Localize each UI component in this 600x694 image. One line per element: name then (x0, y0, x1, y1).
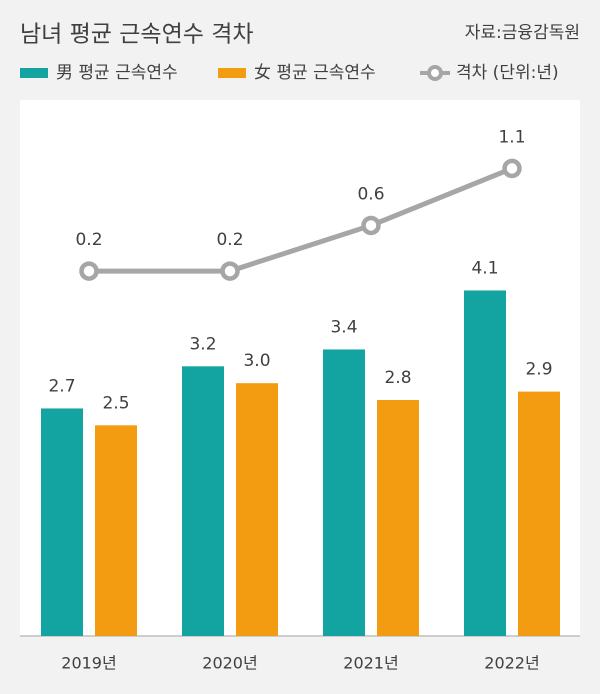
x-tick-label: 2020년 (202, 654, 257, 673)
x-tick-label: 2019년 (61, 654, 116, 673)
legend-swatch (20, 68, 48, 78)
value-label: 3.4 (330, 317, 357, 337)
bar (236, 383, 278, 636)
gap-line (89, 166, 513, 274)
gap-marker (361, 215, 381, 236)
value-label: 2.9 (525, 360, 552, 380)
x-tick-label: 2022년 (484, 654, 539, 673)
bar (95, 425, 137, 636)
bar (464, 290, 506, 636)
legend-label: 女 평균 근속연수 (254, 63, 376, 83)
bar (518, 391, 560, 636)
value-label: 2.7 (48, 376, 75, 396)
bar (323, 349, 365, 636)
legend-swatch (218, 68, 246, 78)
legend-label: 男 평균 근속연수 (56, 63, 178, 83)
gap-marker (79, 261, 99, 281)
gap-marker (502, 158, 522, 179)
bar (377, 400, 419, 636)
value-label: 2.5 (102, 393, 129, 413)
value-label: 2.8 (384, 368, 411, 388)
bar (182, 366, 224, 636)
chart-title: 남녀 평균 근속연수 격차 (20, 22, 254, 48)
value-label: 1.1 (498, 127, 525, 147)
bar (41, 408, 83, 636)
legend-label: 격차 (단위:년) (456, 63, 559, 83)
value-label: 3.0 (243, 351, 270, 371)
value-label: 0.2 (216, 230, 243, 250)
legend-marker (427, 65, 443, 81)
value-label: 0.6 (357, 184, 384, 204)
x-tick-label: 2021년 (343, 654, 398, 673)
source: 자료:금융감독원 (465, 23, 580, 43)
value-label: 0.2 (75, 230, 102, 250)
gap-marker (220, 261, 240, 281)
value-label: 3.2 (189, 334, 216, 354)
value-label: 4.1 (471, 258, 498, 278)
